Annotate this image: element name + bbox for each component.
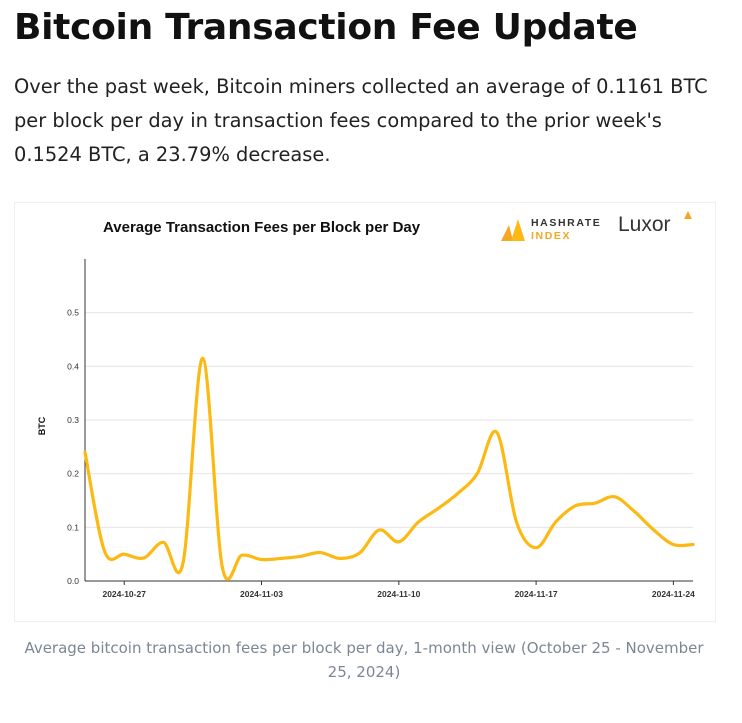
line-chart: 0.0 0.1 0.2 0.3 0.4 0.5 2024-10-27 2024-11-03 20… xyxy=(37,259,695,599)
y-tick-label: 0.3 xyxy=(67,415,79,425)
y-axis-label: BTC xyxy=(37,416,47,435)
luxor-logo-text: Luxor xyxy=(618,213,671,236)
index-logo-text: INDEX xyxy=(531,230,572,242)
x-tick-label: 2024-11-24 xyxy=(652,589,695,599)
y-tick-label: 0.2 xyxy=(67,469,79,479)
page-title: Bitcoin Transaction Fee Update xyxy=(14,7,638,48)
hashrate-logo-text: HASHRATE xyxy=(531,217,602,229)
x-tick-label: 2024-11-10 xyxy=(377,589,420,599)
y-tick-label: 0.1 xyxy=(67,522,79,532)
luxor-triangle-icon xyxy=(684,211,692,219)
hashrate-index-mark-icon xyxy=(501,219,525,241)
series-line xyxy=(83,356,695,581)
chart-title: Average Transaction Fees per Block per D… xyxy=(103,219,421,236)
x-tick-label: 2024-10-27 xyxy=(102,589,146,599)
x-tick-label: 2024-11-03 xyxy=(240,589,283,599)
hashrate-index-logo: HASHRATE INDEX xyxy=(501,215,601,245)
y-tick-label: 0.4 xyxy=(67,361,79,371)
chart-figure: Average Transaction Fees per Block per D… xyxy=(14,202,716,622)
figure-caption: Average bitcoin transaction fees per blo… xyxy=(24,639,704,681)
luxor-logo: Luxor xyxy=(618,211,692,237)
summary-paragraph: Over the past week, Bitcoin miners colle… xyxy=(14,75,708,166)
y-tick-label: 0.5 xyxy=(67,308,79,318)
x-tick-label: 2024-11-17 xyxy=(515,589,558,599)
y-tick-label: 0.0 xyxy=(67,576,79,586)
